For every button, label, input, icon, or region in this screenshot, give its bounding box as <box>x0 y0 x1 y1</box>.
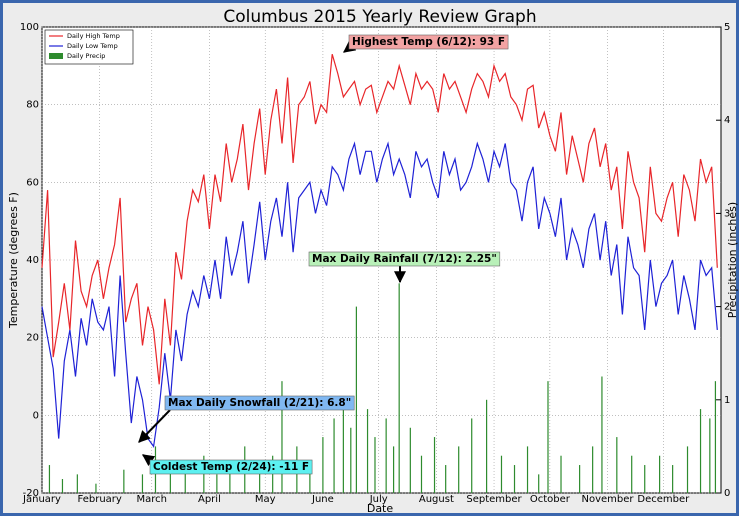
precip-bar <box>420 455 423 493</box>
precip-bar <box>486 399 488 493</box>
precip-bar <box>350 427 352 493</box>
x-tick-label: April <box>198 494 221 505</box>
annotation-box <box>149 459 313 475</box>
precip-bar <box>699 409 702 493</box>
x-axis-label: Date <box>367 502 394 515</box>
precip-bar <box>141 474 144 493</box>
precip-bar <box>409 427 411 493</box>
y2-tick-label: 4 <box>724 115 730 126</box>
precip-bar <box>374 437 376 493</box>
precip-bar <box>342 399 344 493</box>
annotation-arrow <box>138 409 171 443</box>
annotation-box <box>164 395 355 411</box>
annotation-box <box>348 34 509 50</box>
precip-bar <box>445 465 447 493</box>
y2-axis-label: Precipitation (inches) <box>726 202 739 318</box>
precip-bar <box>216 474 218 493</box>
y2-tick-label: 3 <box>724 208 730 219</box>
y-tick-label: 100 <box>20 22 39 33</box>
precip-bar <box>184 469 186 493</box>
precip-bar <box>560 455 562 493</box>
y2-tick-label: 5 <box>724 22 730 33</box>
y-tick-label: 20 <box>26 333 39 344</box>
precip-bar <box>500 455 503 493</box>
y-tick-label: 60 <box>26 177 39 188</box>
precip-bar <box>203 455 205 493</box>
precip-bar <box>709 418 711 493</box>
x-tick-label: March <box>137 494 167 505</box>
precip-bar <box>309 465 311 493</box>
precip-bar <box>513 465 516 493</box>
legend-label: Daily Low Temp <box>67 42 118 50</box>
precip-bar <box>229 460 231 493</box>
y2-tick-label: 0 <box>724 488 730 499</box>
x-tick-label: January <box>22 494 61 505</box>
precip-bar <box>48 465 51 493</box>
precip-bar <box>433 437 436 493</box>
precip-bar <box>672 465 674 493</box>
precip-bar <box>659 455 661 493</box>
x-tick-label: June <box>311 494 334 505</box>
precip-bar <box>123 469 125 493</box>
y-tick-label: 40 <box>26 255 39 266</box>
y-tick-label: -20 <box>23 488 39 499</box>
precip-bar <box>366 409 369 493</box>
y-tick-label: 80 <box>26 100 39 111</box>
x-tick-label: September <box>466 494 522 505</box>
legend-label: Daily High Temp <box>67 32 120 40</box>
precip-bar <box>392 446 395 493</box>
precip-bar <box>714 381 717 493</box>
precip-bar <box>579 465 581 493</box>
precip-bar <box>471 418 473 493</box>
x-tick-label: August <box>419 494 454 505</box>
precip-bar <box>458 446 460 493</box>
x-tick-label: May <box>255 494 276 505</box>
precip-bar <box>76 474 78 493</box>
precip-bar <box>601 376 603 493</box>
temp-line <box>41 54 718 385</box>
annotation: Coldest Temp (2/24): -11 F <box>153 461 309 473</box>
precip-bar <box>398 283 400 493</box>
legend-label: Daily Precip <box>67 52 105 60</box>
precip-bar <box>169 465 171 493</box>
y-tick-label: 0 <box>33 410 39 421</box>
y-axis-label: Temperature (degrees F) <box>7 192 20 329</box>
temp-line <box>41 141 718 448</box>
annotation-box <box>308 251 501 267</box>
legend-swatch <box>49 53 63 59</box>
precip-bar <box>385 418 387 493</box>
annotation: Max Daily Rainfall (7/12): 2.25" <box>312 253 497 265</box>
precip-bar <box>644 465 646 493</box>
precip-bar <box>61 479 64 493</box>
y2-tick-label: 1 <box>724 395 730 406</box>
precip-bar <box>272 455 274 493</box>
precip-bar <box>95 483 97 493</box>
precip-bar <box>547 381 549 493</box>
precip-bar <box>538 474 540 493</box>
precip-bar <box>526 446 529 493</box>
precip-bar <box>631 455 633 493</box>
x-tick-label: February <box>78 494 122 505</box>
precip-bar <box>259 465 261 493</box>
chart-title: Columbus 2015 Yearly Review Graph <box>223 7 536 27</box>
precip-bar <box>686 446 689 493</box>
precip-bar <box>333 418 335 493</box>
y2-tick-label: 2 <box>724 302 730 313</box>
x-tick-label: December <box>637 494 690 505</box>
annotation: Max Daily Snowfall (2/21): 6.8" <box>168 397 351 409</box>
x-tick-label: October <box>530 494 571 505</box>
precip-bar <box>616 437 618 493</box>
annotation: Highest Temp (6/12): 93 F <box>352 36 505 48</box>
precip-bar <box>592 446 594 493</box>
precip-bar <box>355 306 357 493</box>
x-tick-label: November <box>582 494 635 505</box>
precip-bar <box>281 381 283 493</box>
x-tick-label: July <box>369 494 388 505</box>
precip-bar <box>322 437 324 493</box>
